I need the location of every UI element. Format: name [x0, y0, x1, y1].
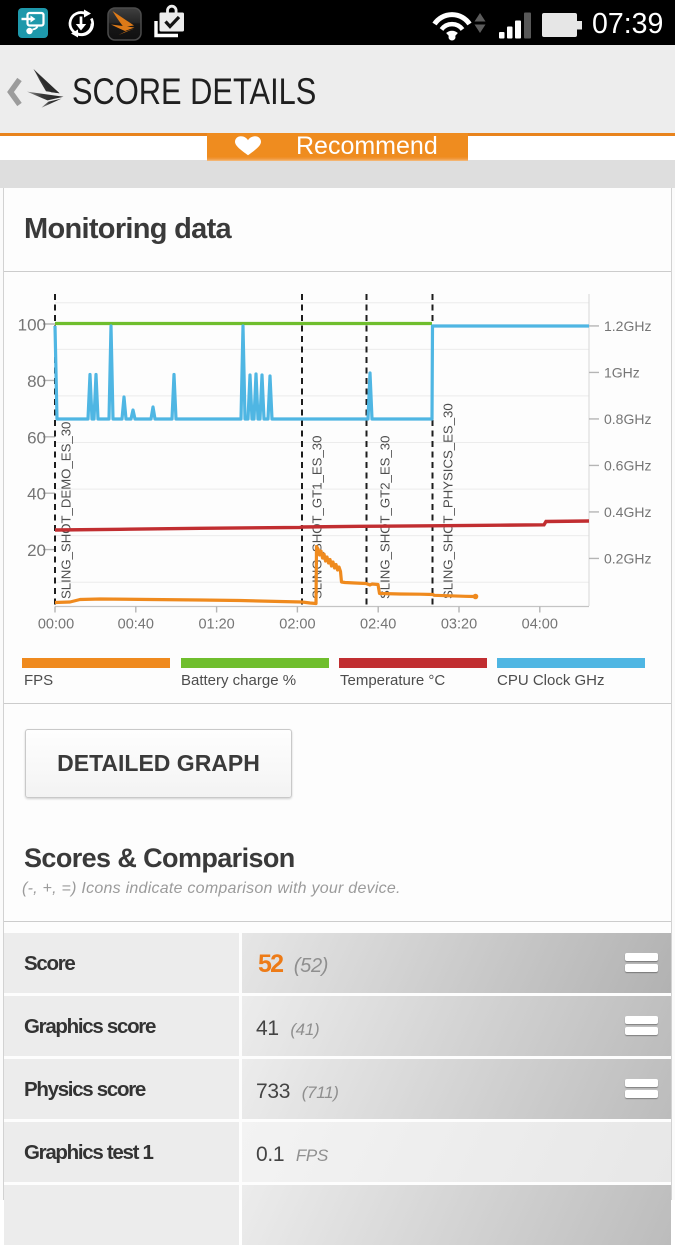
svg-text:SLING_SHOT_PHYSICS_ES_30: SLING_SHOT_PHYSICS_ES_30 [441, 403, 456, 599]
svg-text:1.2GHz: 1.2GHz [604, 318, 651, 334]
svg-text:02:40: 02:40 [360, 617, 396, 633]
svg-text:SLING_SHOT_DEMO_ES_30: SLING_SHOT_DEMO_ES_30 [59, 422, 74, 599]
svg-text:SLING_SHOT_GT1_ES_30: SLING_SHOT_GT1_ES_30 [310, 436, 325, 599]
svg-text:40: 40 [27, 485, 46, 504]
svg-text:0.8GHz: 0.8GHz [604, 411, 651, 427]
svg-text:60: 60 [27, 428, 46, 447]
svg-text:0.4GHz: 0.4GHz [604, 504, 651, 520]
svg-text:02:00: 02:00 [279, 617, 315, 633]
svg-text:00:40: 00:40 [118, 617, 154, 633]
svg-text:20: 20 [27, 541, 46, 560]
svg-text:80: 80 [27, 372, 46, 391]
svg-text:00:00: 00:00 [38, 617, 74, 633]
svg-text:SLING_SHOT_GT2_ES_30: SLING_SHOT_GT2_ES_30 [378, 436, 393, 599]
svg-text:01:20: 01:20 [198, 617, 234, 633]
svg-text:03:20: 03:20 [441, 617, 477, 633]
svg-text:04:00: 04:00 [522, 617, 558, 633]
svg-text:0.2GHz: 0.2GHz [604, 551, 651, 567]
svg-text:100: 100 [18, 316, 46, 335]
svg-text:1GHz: 1GHz [604, 365, 640, 381]
svg-text:0.6GHz: 0.6GHz [604, 458, 651, 474]
